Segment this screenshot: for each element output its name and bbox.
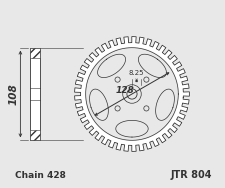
Bar — [29, 48, 40, 140]
Circle shape — [143, 106, 148, 111]
Circle shape — [115, 77, 120, 82]
Text: Chain 428: Chain 428 — [15, 171, 66, 180]
Polygon shape — [155, 89, 174, 120]
Polygon shape — [97, 54, 125, 78]
Bar — [29, 48, 40, 58]
Text: 8.25: 8.25 — [128, 70, 144, 76]
Text: 108: 108 — [9, 83, 19, 105]
Polygon shape — [89, 89, 108, 120]
Polygon shape — [115, 120, 148, 137]
Circle shape — [126, 89, 137, 99]
Polygon shape — [85, 48, 178, 140]
Text: 128: 128 — [115, 86, 133, 95]
Polygon shape — [138, 54, 166, 78]
Polygon shape — [74, 37, 189, 151]
Text: JTR 804: JTR 804 — [170, 171, 212, 180]
Circle shape — [143, 77, 148, 82]
Bar — [29, 130, 40, 140]
Circle shape — [115, 106, 120, 111]
